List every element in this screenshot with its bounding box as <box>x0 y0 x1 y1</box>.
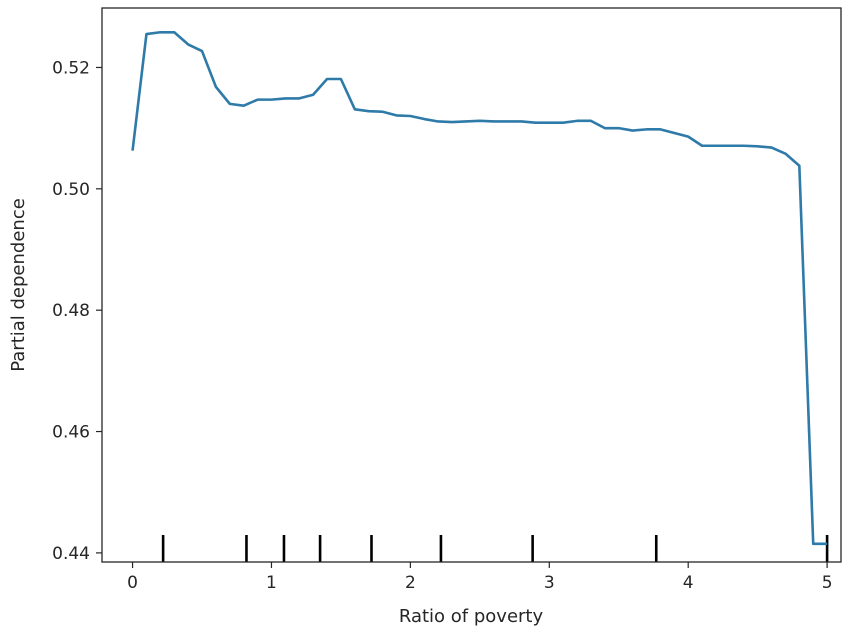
x-axis-ticks: 0 1 2 3 4 5 <box>127 562 833 593</box>
x-tick-label-0: 0 <box>127 573 138 593</box>
x-axis-label: Ratio of poverty <box>399 606 544 627</box>
y-tick-label-1: 0.46 <box>52 423 90 443</box>
series-layer <box>131 30 828 546</box>
series-line-0 <box>131 30 828 546</box>
y-tick-label-2: 0.48 <box>52 301 90 321</box>
x-tick-label-1: 1 <box>266 573 277 593</box>
y-tick-label-4: 0.52 <box>52 58 90 78</box>
y-tick-label-0: 0.44 <box>52 544 90 564</box>
y-axis-ticks: 0.44 0.46 0.48 0.50 0.52 <box>52 58 102 564</box>
y-tick-label-3: 0.50 <box>52 180 90 200</box>
y-axis-label: Partial dependence <box>8 198 29 372</box>
x-tick-label-4: 4 <box>683 573 694 593</box>
plot-frame <box>101 7 842 563</box>
x-tick-label-5: 5 <box>822 573 833 593</box>
rug-marks <box>161 535 829 562</box>
x-tick-label-3: 3 <box>544 573 555 593</box>
x-tick-label-2: 2 <box>405 573 416 593</box>
